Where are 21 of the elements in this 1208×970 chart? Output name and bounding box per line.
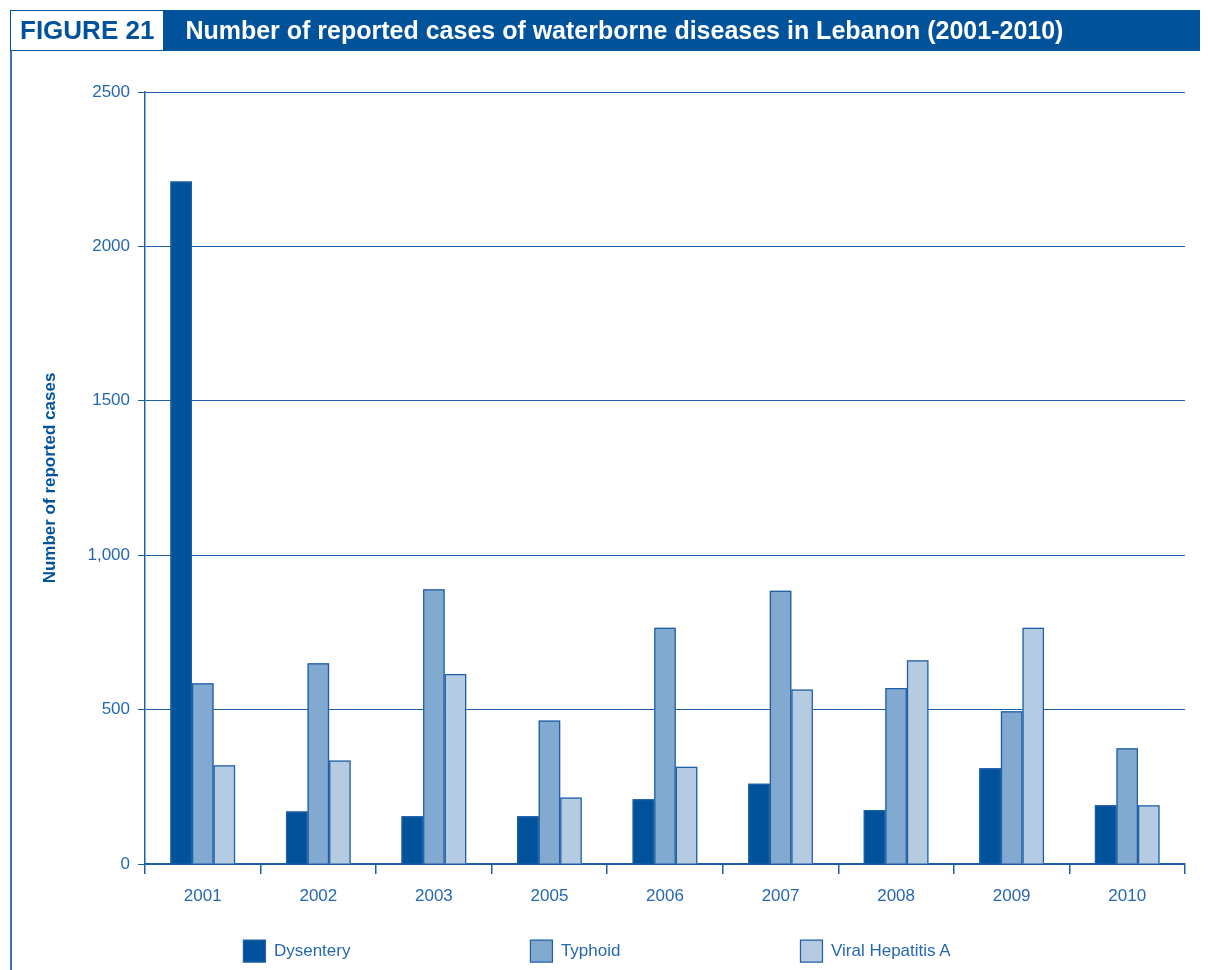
x-tick-label: 2003: [414, 885, 453, 905]
x-tick-label: 2010: [1108, 885, 1147, 905]
x-tick-label: 2002: [299, 885, 338, 905]
caption: FIGURE 21: [11, 11, 164, 50]
y-tick-label: 1,000: [87, 544, 130, 564]
y-tick-label: 1500: [92, 390, 130, 410]
x-tick-label: 2008: [877, 885, 916, 905]
x-tick-label: 2007: [761, 885, 800, 905]
y-tick-label: 0: [120, 853, 130, 873]
chart-title: Number of reported cases of waterborne diseases in Lebanon (2001-2010): [185, 16, 1064, 45]
y-tick-label: 500: [101, 699, 130, 719]
legend-label: Dysentery: [273, 940, 351, 960]
legend-label: Viral Hepatitis A: [830, 940, 952, 960]
legend-label: Typhoid: [560, 940, 621, 960]
y-tick-label: 2000: [92, 236, 130, 256]
x-tick-label: 2001: [183, 885, 222, 905]
y-axis-title: Number of reported cases: [39, 372, 59, 584]
y-tick-label: 2500: [92, 81, 130, 101]
x-tick-label: 2006: [646, 885, 684, 905]
x-tick-label: 2009: [992, 885, 1031, 905]
x-tick-label: 2005: [530, 885, 569, 905]
